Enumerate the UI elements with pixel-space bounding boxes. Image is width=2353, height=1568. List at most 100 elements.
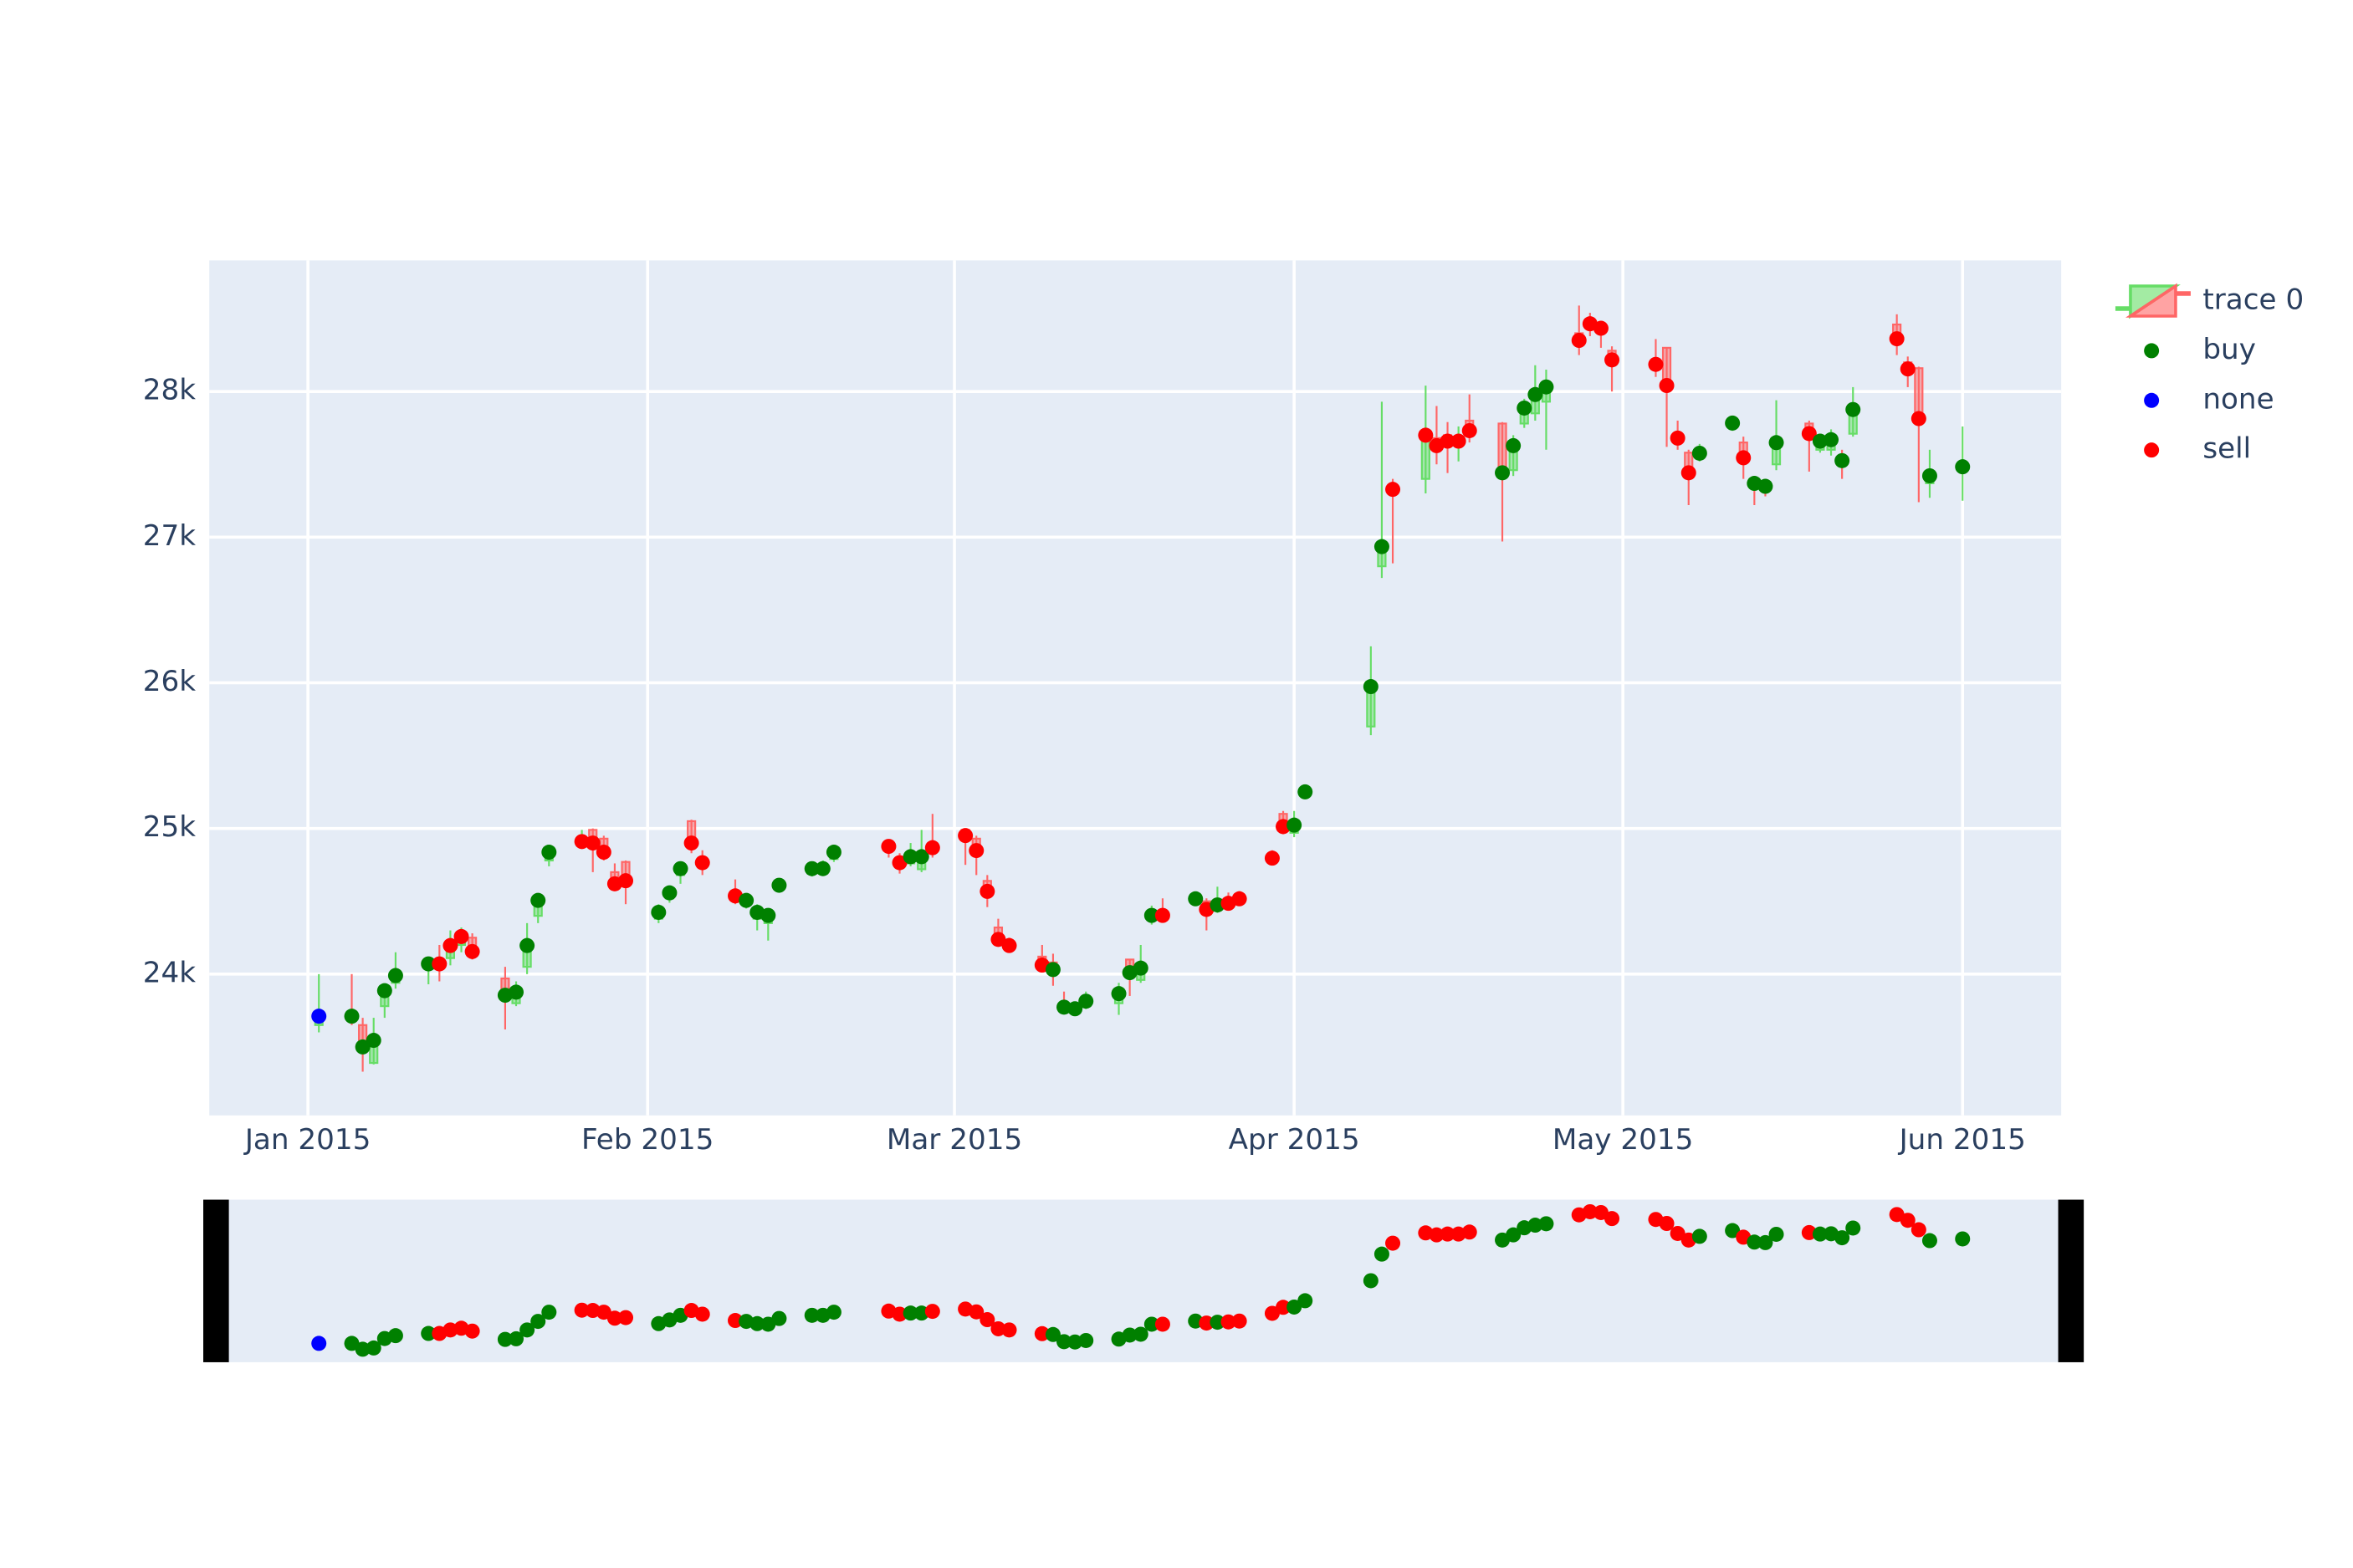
- signal-marker: [1801, 426, 1817, 442]
- signal-marker: [366, 1033, 381, 1049]
- signal-marker: [739, 892, 754, 908]
- signal-marker: [980, 883, 995, 899]
- slider-marker: [1297, 1293, 1313, 1309]
- slider-marker: [1527, 1218, 1543, 1233]
- slider-marker: [1231, 1313, 1247, 1329]
- slider-marker: [1056, 1334, 1072, 1350]
- slider-marker: [355, 1341, 371, 1357]
- slider-marker: [1429, 1227, 1445, 1243]
- slider-marker: [497, 1331, 513, 1347]
- signal-marker: [1900, 361, 1916, 377]
- slider-marker: [749, 1315, 765, 1331]
- slider-marker: [1461, 1224, 1477, 1240]
- signal-marker: [1440, 433, 1455, 449]
- signal-marker: [509, 984, 524, 1000]
- signal-marker: [1111, 986, 1127, 1002]
- slider-handle[interactable]: [2058, 1199, 2084, 1362]
- slider-marker: [1067, 1334, 1083, 1350]
- slider-marker: [1801, 1224, 1817, 1240]
- signal-marker: [1143, 907, 1159, 923]
- y-tick-label: 24k: [143, 956, 197, 989]
- slider-marker: [606, 1310, 622, 1326]
- slider-marker: [1373, 1246, 1389, 1262]
- slider-marker: [366, 1340, 381, 1356]
- signal-marker: [1078, 993, 1094, 1009]
- signal-marker: [1648, 356, 1664, 372]
- slider-marker: [1276, 1300, 1292, 1315]
- signal-marker: [1538, 379, 1554, 395]
- signal-marker: [1363, 679, 1379, 695]
- signal-marker: [376, 983, 392, 999]
- slider-marker: [1691, 1228, 1707, 1244]
- signal-marker: [1757, 478, 1773, 494]
- slider-marker: [1210, 1315, 1225, 1331]
- legend-label[interactable]: trace 0: [2202, 283, 2304, 316]
- legend-label[interactable]: sell: [2202, 432, 2251, 466]
- slider-marker: [1911, 1222, 1926, 1238]
- legend-symbol[interactable]: [2125, 283, 2177, 318]
- signal-marker: [1067, 1001, 1083, 1017]
- signal-marker: [815, 861, 831, 876]
- slider-marker: [980, 1312, 995, 1328]
- signal-marker: [355, 1039, 371, 1055]
- slider-handle[interactable]: [203, 1199, 229, 1362]
- signal-marker: [694, 855, 710, 871]
- signal-marker: [1385, 482, 1401, 498]
- signal-marker: [1418, 427, 1434, 443]
- signal-marker: [1373, 539, 1389, 554]
- slider-marker: [1001, 1322, 1017, 1338]
- x-tick-label: Feb 2015: [581, 1123, 714, 1157]
- slider-marker: [804, 1307, 820, 1323]
- signal-marker: [969, 843, 985, 859]
- slider-marker: [1845, 1220, 1861, 1236]
- slider-marker: [1122, 1327, 1138, 1343]
- signal-marker: [1506, 437, 1522, 453]
- slider-marker: [969, 1304, 985, 1320]
- slider-marker: [530, 1314, 546, 1330]
- legend-symbol[interactable]: [2144, 442, 2160, 458]
- slider-marker: [541, 1305, 557, 1320]
- slider-marker: [596, 1305, 611, 1320]
- slider-marker: [519, 1322, 535, 1338]
- slider-marker: [574, 1302, 590, 1318]
- slider-marker: [1955, 1231, 1971, 1247]
- slider-marker: [1900, 1213, 1916, 1228]
- signal-marker: [651, 904, 667, 920]
- signal-marker: [1824, 432, 1839, 447]
- signal-marker: [771, 877, 787, 893]
- signal-marker: [344, 1009, 360, 1024]
- signal-marker: [1297, 784, 1313, 799]
- slider-marker: [1440, 1226, 1455, 1242]
- legend-symbol[interactable]: [2144, 343, 2160, 359]
- signal-marker: [673, 861, 688, 876]
- x-tick-label: Apr 2015: [1229, 1123, 1360, 1157]
- signal-marker: [618, 873, 634, 889]
- slider-marker: [1921, 1233, 1937, 1249]
- legend-label[interactable]: none: [2202, 382, 2274, 416]
- signal-marker: [1495, 465, 1511, 481]
- signal-marker: [464, 943, 480, 959]
- slider-marker: [1506, 1227, 1522, 1243]
- signal-marker: [1286, 817, 1302, 833]
- slider-marker: [1220, 1314, 1236, 1330]
- signal-marker: [826, 845, 841, 861]
- signal-marker: [1834, 452, 1850, 468]
- slider-marker: [728, 1313, 744, 1329]
- signal-marker: [1517, 400, 1532, 416]
- x-tick-label: May 2015: [1552, 1123, 1694, 1157]
- signal-marker: [990, 932, 1006, 947]
- slider-marker: [990, 1320, 1006, 1336]
- signal-marker: [311, 1009, 327, 1024]
- signal-marker: [683, 835, 699, 851]
- y-tick-label: 26k: [143, 665, 197, 698]
- legend-symbol[interactable]: [2144, 392, 2160, 408]
- signal-marker: [1593, 320, 1609, 336]
- signal-marker: [432, 956, 448, 972]
- slider-marker: [694, 1306, 710, 1322]
- slider-marker: [771, 1310, 787, 1326]
- slider-marker: [1078, 1332, 1094, 1348]
- signal-marker: [541, 845, 557, 861]
- slider-marker: [1812, 1226, 1828, 1242]
- legend-label[interactable]: buy: [2202, 333, 2256, 366]
- signal-marker: [1604, 352, 1620, 368]
